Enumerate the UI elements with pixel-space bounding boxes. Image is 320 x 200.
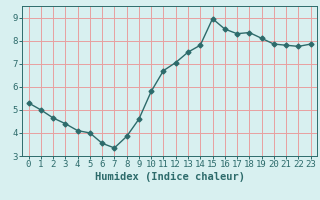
X-axis label: Humidex (Indice chaleur): Humidex (Indice chaleur)	[95, 172, 244, 182]
